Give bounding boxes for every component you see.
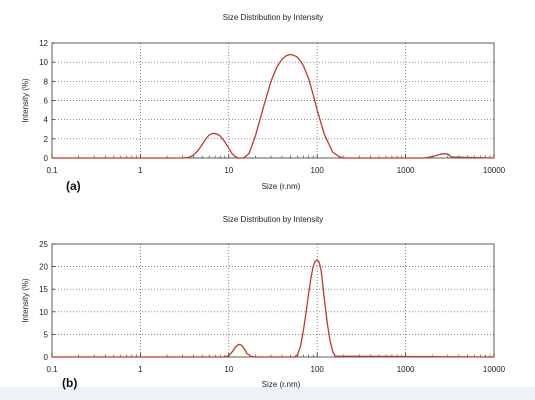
y-tick-label: 15 bbox=[39, 285, 48, 294]
x-tick-label: 1 bbox=[138, 166, 143, 175]
y-tick-label: 0 bbox=[44, 353, 49, 362]
x-tick-label: 10000 bbox=[483, 166, 506, 175]
x-tick-label: 1000 bbox=[397, 365, 415, 374]
y-tick-label: 10 bbox=[39, 308, 48, 317]
x-tick-label: 0.1 bbox=[46, 365, 58, 374]
y-axis-label: Intensity (%) bbox=[21, 278, 30, 323]
series-line bbox=[52, 53, 495, 159]
y-axis-label: Intensity (%) bbox=[21, 78, 30, 123]
y-tick-label: 6 bbox=[44, 97, 49, 106]
plot-frame bbox=[51, 243, 495, 358]
x-tick-label: 100 bbox=[311, 166, 325, 175]
x-tick-label: 10000 bbox=[483, 365, 506, 374]
chart-title: Size Distribution by Intensity bbox=[223, 215, 324, 224]
y-tick-label: 25 bbox=[39, 240, 48, 249]
y-tick-label: 0 bbox=[44, 154, 49, 163]
y-tick-label: 5 bbox=[44, 330, 49, 339]
bottom-band bbox=[0, 387, 535, 400]
x-axis-label: Size (r.nm) bbox=[262, 380, 301, 389]
x-tick-label: 1 bbox=[138, 365, 143, 374]
x-tick-label: 10 bbox=[224, 166, 233, 175]
x-tick-label: 1000 bbox=[397, 166, 415, 175]
x-tick-label: 100 bbox=[311, 365, 325, 374]
series-line bbox=[52, 258, 495, 358]
chart-title: Size Distribution by Intensity bbox=[223, 13, 324, 22]
y-tick-label: 20 bbox=[39, 263, 48, 272]
y-tick-label: 12 bbox=[39, 39, 48, 48]
y-tick-label: 2 bbox=[44, 135, 49, 144]
y-tick-label: 4 bbox=[44, 116, 49, 125]
y-tick-label: 10 bbox=[39, 58, 48, 67]
panel-label: (a) bbox=[66, 179, 81, 193]
x-tick-label: 0.1 bbox=[46, 166, 58, 175]
y-tick-label: 8 bbox=[44, 77, 49, 86]
panel-label: (b) bbox=[62, 376, 77, 390]
x-axis-label: Size (r.nm) bbox=[262, 182, 301, 191]
x-tick-label: 10 bbox=[224, 365, 233, 374]
